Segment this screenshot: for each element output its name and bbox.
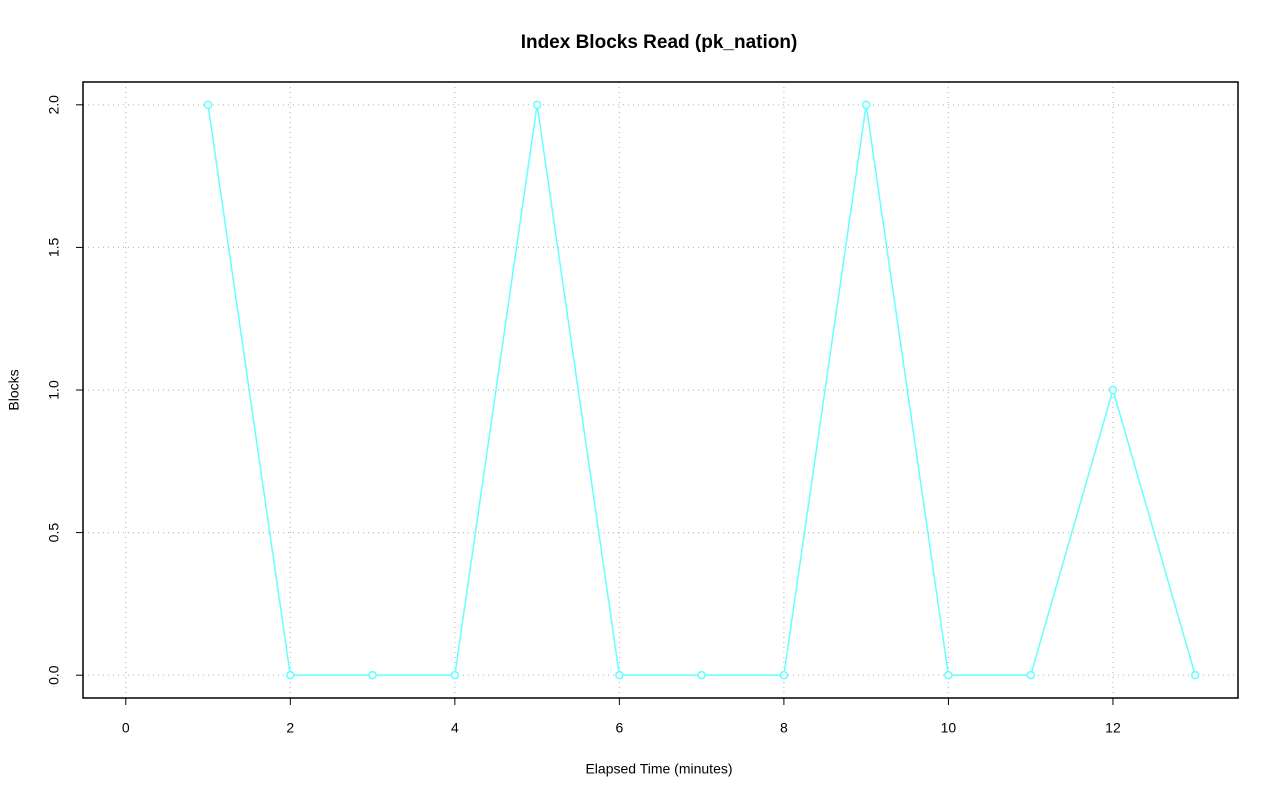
data-point [861,100,871,110]
x-tick-label: 0 [122,720,130,736]
x-tick-label: 6 [615,720,623,736]
x-tick-label: 12 [1105,720,1121,736]
data-point [1026,670,1035,680]
y-tick-label: 2.0 [46,95,62,115]
chart-title: Index Blocks Read (pk_nation) [521,32,798,53]
y-tick-label: 0.5 [46,523,62,543]
x-axis-title: Elapsed Time (minutes) [585,761,732,777]
x-tick-label: 8 [780,720,788,736]
x-tick-label: 10 [941,720,957,736]
x-tick-label: 4 [451,720,459,736]
data-point [286,670,295,680]
data-point [944,670,953,680]
data-point [203,100,213,110]
data-point [368,670,377,680]
x-tick-label: 2 [286,720,294,736]
plot-frame [82,81,1239,699]
data-point [697,670,706,680]
data-point [615,670,624,680]
data-point [779,670,789,680]
data-point [1190,670,1200,680]
y-axis-title: Blocks [6,369,22,410]
data-point [532,100,542,110]
data-point [1108,385,1118,395]
data-point [450,670,460,680]
y-tick-label: 1.0 [46,380,62,400]
y-tick-label: 1.5 [46,237,62,257]
y-tick-label: 0.0 [46,665,62,685]
